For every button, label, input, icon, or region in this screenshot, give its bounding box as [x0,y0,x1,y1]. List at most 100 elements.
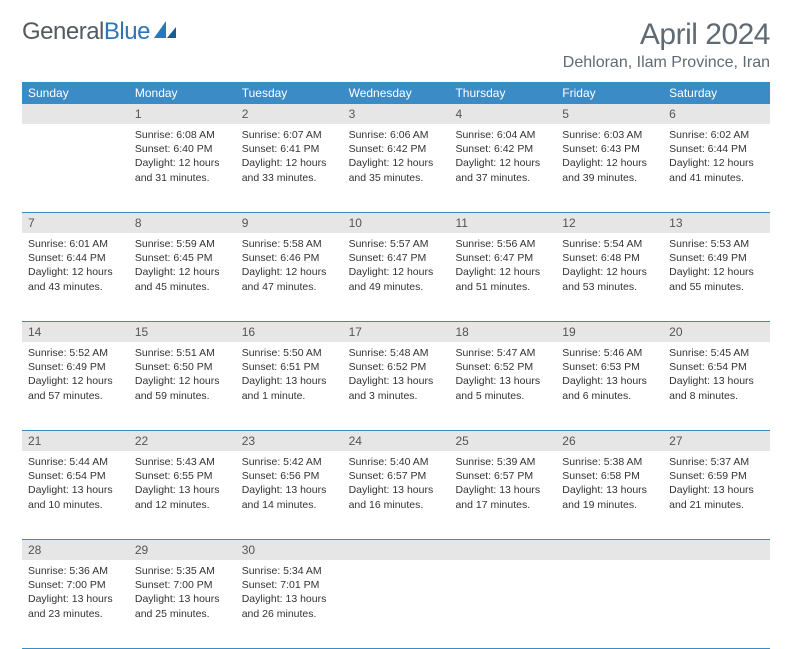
sunrise-text: Sunrise: 5:59 AM [135,237,230,251]
day-header-cell: Sunday [22,82,129,104]
sunset-text: Sunset: 7:00 PM [135,578,230,592]
day-number: 17 [343,322,450,342]
sunset-text: Sunset: 6:44 PM [28,251,123,265]
d2-text: and 51 minutes. [455,280,550,294]
day-cell: Sunrise: 5:42 AMSunset: 6:56 PMDaylight:… [236,451,343,539]
day-cell: Sunrise: 5:38 AMSunset: 6:58 PMDaylight:… [556,451,663,539]
day-number: 16 [236,322,343,342]
day-number: 5 [556,104,663,124]
sunset-text: Sunset: 6:52 PM [455,360,550,374]
day-number: 23 [236,431,343,451]
d1-text: Daylight: 13 hours [669,374,764,388]
d1-text: Daylight: 12 hours [669,156,764,170]
sunrise-text: Sunrise: 5:52 AM [28,346,123,360]
sunrise-text: Sunrise: 5:36 AM [28,564,123,578]
d1-text: Daylight: 12 hours [455,265,550,279]
day-number: 14 [22,322,129,342]
sunrise-text: Sunrise: 5:44 AM [28,455,123,469]
day-cell: Sunrise: 5:57 AMSunset: 6:47 PMDaylight:… [343,233,450,321]
day-cell: Sunrise: 6:02 AMSunset: 6:44 PMDaylight:… [663,124,770,212]
d1-text: Daylight: 13 hours [455,483,550,497]
sunset-text: Sunset: 7:00 PM [28,578,123,592]
sunset-text: Sunset: 6:42 PM [349,142,444,156]
day-number: 22 [129,431,236,451]
sunrise-text: Sunrise: 5:51 AM [135,346,230,360]
day-number: 20 [663,322,770,342]
sunrise-text: Sunrise: 5:39 AM [455,455,550,469]
day-number: 26 [556,431,663,451]
d2-text: and 12 minutes. [135,498,230,512]
d1-text: Daylight: 13 hours [28,592,123,606]
day-cell: Sunrise: 5:53 AMSunset: 6:49 PMDaylight:… [663,233,770,321]
d1-text: Daylight: 13 hours [562,483,657,497]
day-number: 25 [449,431,556,451]
day-header-cell: Friday [556,82,663,104]
sunrise-text: Sunrise: 6:08 AM [135,128,230,142]
day-number: 15 [129,322,236,342]
d1-text: Daylight: 12 hours [562,265,657,279]
day-cell: Sunrise: 5:39 AMSunset: 6:57 PMDaylight:… [449,451,556,539]
sunset-text: Sunset: 6:48 PM [562,251,657,265]
d1-text: Daylight: 12 hours [349,265,444,279]
day-cell: Sunrise: 6:04 AMSunset: 6:42 PMDaylight:… [449,124,556,212]
sunset-text: Sunset: 6:57 PM [349,469,444,483]
day-cell: Sunrise: 5:35 AMSunset: 7:00 PMDaylight:… [129,560,236,648]
sunset-text: Sunset: 6:47 PM [349,251,444,265]
day-number: 6 [663,104,770,124]
calendar: SundayMondayTuesdayWednesdayThursdayFrid… [22,82,770,649]
d2-text: and 59 minutes. [135,389,230,403]
sunrise-text: Sunrise: 5:57 AM [349,237,444,251]
sunrise-text: Sunrise: 5:37 AM [669,455,764,469]
sunset-text: Sunset: 6:42 PM [455,142,550,156]
day-number [663,540,770,560]
day-cell [556,560,663,648]
d2-text: and 23 minutes. [28,607,123,621]
day-cell: Sunrise: 5:52 AMSunset: 6:49 PMDaylight:… [22,342,129,430]
day-number: 28 [22,540,129,560]
sunrise-text: Sunrise: 5:46 AM [562,346,657,360]
d2-text: and 26 minutes. [242,607,337,621]
sunset-text: Sunset: 6:49 PM [28,360,123,374]
day-cell [663,560,770,648]
sunset-text: Sunset: 6:56 PM [242,469,337,483]
d2-text: and 17 minutes. [455,498,550,512]
sunset-text: Sunset: 6:54 PM [28,469,123,483]
d1-text: Daylight: 13 hours [28,483,123,497]
week-row: Sunrise: 5:36 AMSunset: 7:00 PMDaylight:… [22,560,770,649]
d1-text: Daylight: 13 hours [349,374,444,388]
day-cell [343,560,450,648]
sunrise-text: Sunrise: 5:56 AM [455,237,550,251]
d2-text: and 41 minutes. [669,171,764,185]
d2-text: and 35 minutes. [349,171,444,185]
week-row: Sunrise: 6:08 AMSunset: 6:40 PMDaylight:… [22,124,770,213]
d2-text: and 39 minutes. [562,171,657,185]
d1-text: Daylight: 12 hours [242,156,337,170]
title-block: April 2024 Dehloran, Ilam Province, Iran [563,18,770,72]
day-number: 9 [236,213,343,233]
sunrise-text: Sunrise: 5:35 AM [135,564,230,578]
d1-text: Daylight: 13 hours [669,483,764,497]
sunrise-text: Sunrise: 5:45 AM [669,346,764,360]
sunset-text: Sunset: 6:49 PM [669,251,764,265]
day-number: 30 [236,540,343,560]
d1-text: Daylight: 13 hours [562,374,657,388]
d1-text: Daylight: 12 hours [669,265,764,279]
sunrise-text: Sunrise: 5:40 AM [349,455,444,469]
day-number [556,540,663,560]
day-number: 12 [556,213,663,233]
day-number: 29 [129,540,236,560]
d1-text: Daylight: 12 hours [135,156,230,170]
d1-text: Daylight: 13 hours [242,374,337,388]
day-header-row: SundayMondayTuesdayWednesdayThursdayFrid… [22,82,770,104]
d2-text: and 8 minutes. [669,389,764,403]
sunrise-text: Sunrise: 5:43 AM [135,455,230,469]
d1-text: Daylight: 12 hours [135,265,230,279]
sunset-text: Sunset: 6:43 PM [562,142,657,156]
day-cell: Sunrise: 5:36 AMSunset: 7:00 PMDaylight:… [22,560,129,648]
logo-sail-icon [154,18,176,46]
d1-text: Daylight: 12 hours [28,374,123,388]
d2-text: and 14 minutes. [242,498,337,512]
sunset-text: Sunset: 6:55 PM [135,469,230,483]
day-number: 10 [343,213,450,233]
day-header-cell: Monday [129,82,236,104]
